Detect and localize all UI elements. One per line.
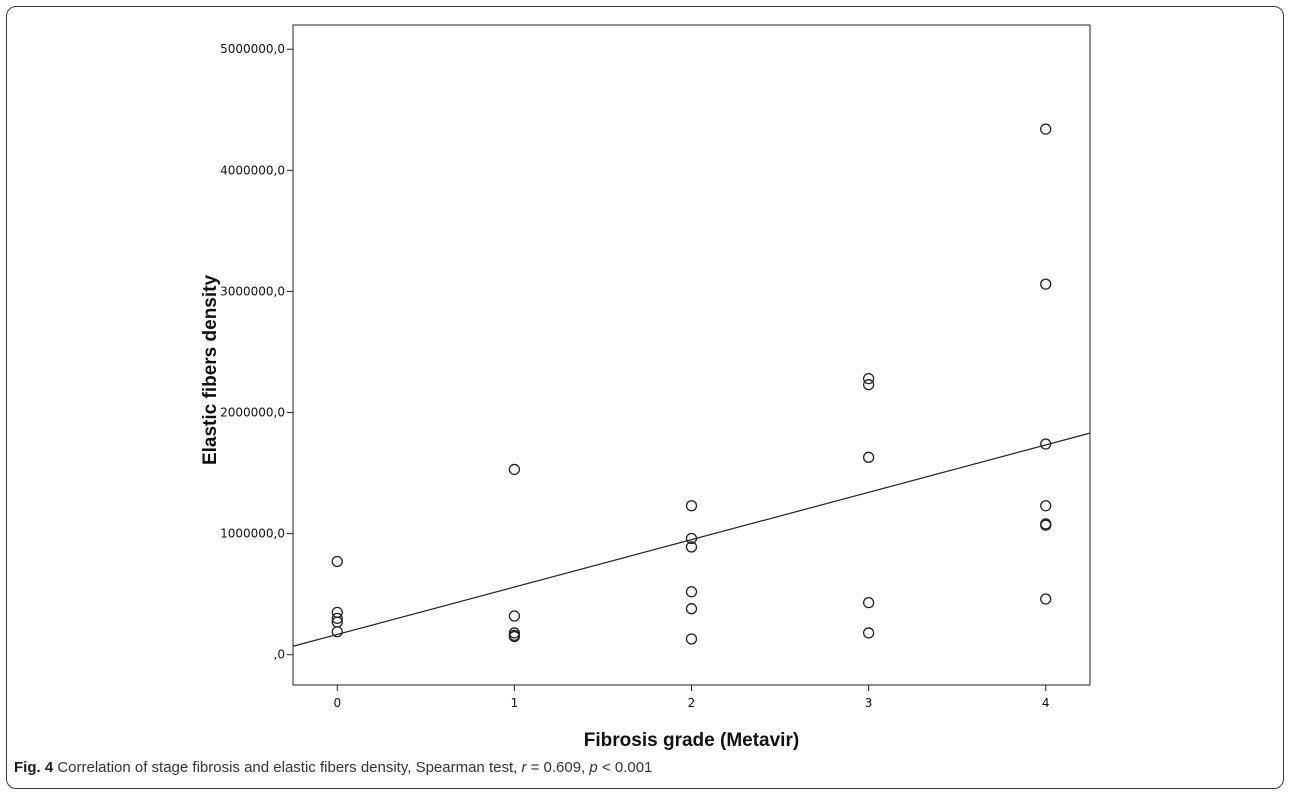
data-point — [508, 463, 521, 476]
x-tick-label: 3 — [865, 696, 873, 710]
data-point — [1040, 500, 1052, 512]
data-point — [685, 532, 698, 545]
data-point — [1040, 519, 1052, 531]
y-tick-label: ,0 — [274, 648, 285, 662]
data-point — [685, 541, 698, 553]
figure-caption: Fig. 4 Correlation of stage fibrosis and… — [14, 759, 1274, 776]
y-tick-label: 2000000,0 — [220, 406, 285, 420]
data-point — [1040, 438, 1052, 450]
plot-border — [292, 24, 1091, 686]
y-tick-label: 5000000,0 — [220, 42, 285, 56]
x-tick-label: 2 — [688, 696, 696, 710]
x-tick-label: 4 — [1042, 696, 1050, 710]
data-point — [331, 626, 343, 638]
data-point — [331, 606, 343, 618]
data-point — [862, 379, 875, 391]
data-point — [1040, 593, 1052, 605]
data-point — [685, 633, 698, 645]
caption-r-var: r — [521, 759, 527, 776]
caption-p-value: < 0.001 — [597, 759, 653, 776]
data-point — [862, 451, 875, 463]
data-point — [1040, 278, 1052, 290]
y-tick-label: 3000000,0 — [220, 284, 285, 298]
data-point — [1040, 123, 1052, 135]
figure-label: Fig. 4 — [14, 759, 54, 776]
x-tick-label: 0 — [333, 696, 341, 710]
data-point — [862, 597, 875, 609]
data-point — [685, 603, 698, 615]
y-tick-label: 4000000,0 — [220, 163, 285, 177]
data-point — [685, 586, 698, 598]
data-point — [508, 610, 521, 622]
data-point — [685, 500, 698, 512]
x-tick-label: 1 — [511, 696, 519, 710]
y-tick-label: 1000000,0 — [220, 527, 285, 541]
plot-area: ,0 1000000,0 2000000,0 3000000,0 4000000,0 50… — [220, 24, 1091, 710]
caption-text: Correlation of stage fibrosis and elasti… — [53, 759, 522, 776]
data-point — [862, 627, 875, 639]
data-point — [331, 612, 343, 625]
data-point — [508, 630, 521, 643]
regression-line — [292, 432, 1091, 647]
caption-r-value: = 0.609, — [526, 759, 590, 776]
x-axis-title: Fibrosis grade (Metavir) — [584, 730, 799, 751]
caption-p-var: p — [589, 759, 598, 776]
data-point — [331, 555, 343, 568]
y-axis-title: Elastic fibers density — [200, 275, 221, 466]
data-point — [862, 372, 875, 385]
figure-frame — [6, 6, 1284, 789]
